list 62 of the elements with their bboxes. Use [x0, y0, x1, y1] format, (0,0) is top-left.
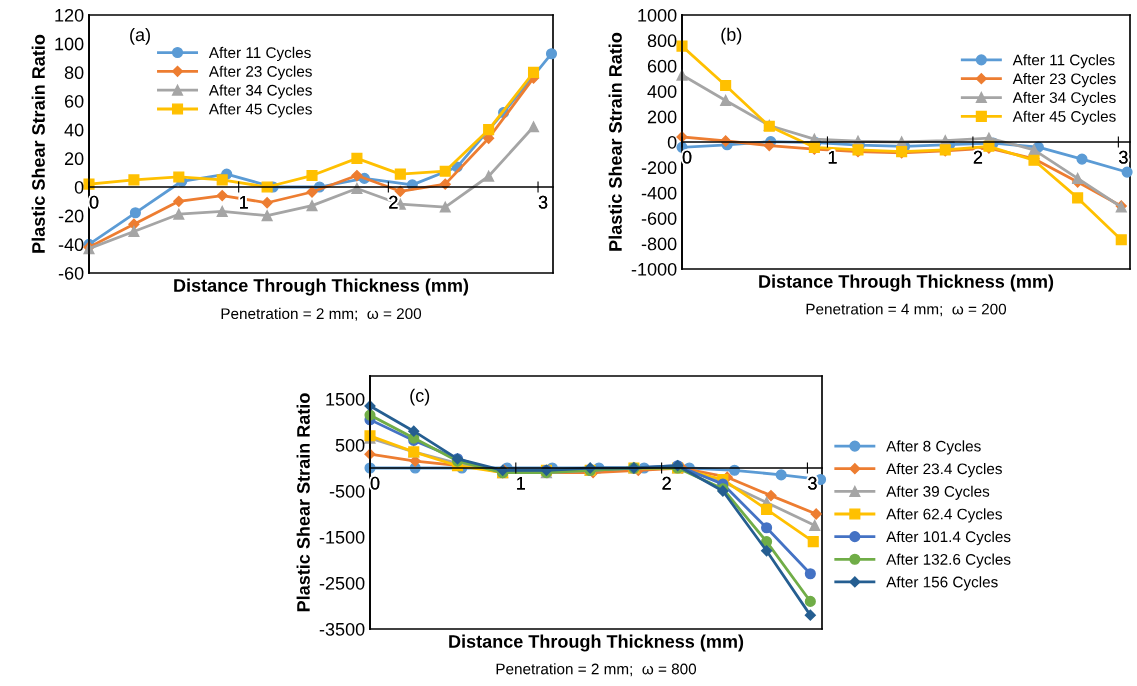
text: (b): [721, 27, 742, 45]
y-tick-label: 0: [667, 135, 677, 149]
y-tick-label: 800: [647, 34, 677, 48]
legend-label: After 8 Cycles: [886, 440, 981, 455]
legend-label: After 34 Cycles: [208, 84, 312, 99]
y-tick-label: 1500: [326, 392, 365, 406]
y-tick-label: 100: [55, 37, 84, 51]
legend-label: After 45 Cycles: [208, 103, 312, 118]
text: Penetration = 2 mm; ω = 200: [221, 307, 422, 321]
legend-label: After 132.6 Cycles: [886, 553, 1011, 568]
text: Penetration = 4 mm; ω = 200: [806, 303, 1007, 317]
y-tick-label: 80: [64, 66, 84, 80]
y-tick-label: 40: [64, 123, 84, 137]
x-tick-label: 3: [538, 195, 548, 209]
y-tick-label: -20: [58, 209, 84, 223]
legend-label: After 23 Cycles: [1012, 72, 1116, 88]
x-tick-label: 1: [517, 477, 525, 490]
y-tick-label: 120: [55, 8, 84, 22]
x-tick-label: 2: [662, 476, 671, 490]
x-axis-title: Distance Through Thickness (mm): [759, 274, 1054, 292]
y-tick-label: -1500: [319, 530, 365, 544]
legend-label: After 101.4 Cycles: [886, 530, 1011, 546]
y-tick-label: -2500: [319, 576, 365, 590]
y-tick-label: 1000: [638, 8, 677, 22]
y-tick-label: -800: [641, 237, 677, 251]
y-tick-label: 500: [335, 438, 365, 452]
y-tick-label: 400: [647, 85, 677, 98]
text: (c): [410, 388, 430, 406]
x-tick-label: 3: [1119, 150, 1128, 164]
y-tick-label: -200: [641, 161, 677, 175]
legend-label: After 11 Cycles: [208, 46, 311, 62]
x-axis-title: Distance Through Thickness (mm): [174, 278, 469, 296]
legend-label: After 62.4 Cycles: [886, 508, 1002, 523]
legend-label: After 34 Cycles: [1012, 91, 1116, 107]
y-tick-label: -400: [641, 186, 677, 200]
x-tick-label: 1: [828, 151, 837, 164]
y-axis-title: Plastic Shear Strain Ratio: [296, 393, 310, 612]
x-tick-label: 2: [973, 150, 983, 164]
y-tick-label: -1000: [631, 262, 677, 276]
legend-label: After 11 Cycles: [1012, 54, 1115, 69]
legend-label: After 23 Cycles: [208, 65, 312, 80]
legend-label: After 156 Cycles: [886, 576, 998, 591]
x-tick-label: 3: [808, 476, 817, 490]
y-tick-label: -500: [329, 484, 365, 498]
legend-label: After 23.4 Cycles: [886, 462, 1002, 478]
legend-label: After 45 Cycles: [1012, 110, 1116, 125]
y-tick-label: 0: [74, 180, 84, 194]
y-tick-label: 60: [64, 94, 84, 108]
text: Penetration = 2 mm; ω = 800: [496, 663, 697, 677]
y-axis-title: Plastic Shear Strain Ratio: [31, 34, 45, 253]
x-tick-label: 2: [389, 195, 398, 209]
y-tick-label: 20: [64, 152, 84, 166]
y-axis-title: Plastic Shear Strain Ratio: [608, 32, 622, 251]
y-tick-label: 200: [647, 110, 677, 124]
x-axis-title: Distance Through Thickness (mm): [449, 634, 744, 652]
y-tick-label: 600: [647, 59, 677, 73]
legend-label: After 39 Cycles: [886, 485, 990, 500]
y-tick-label: -60: [58, 266, 84, 280]
y-tick-label: -600: [641, 212, 677, 225]
text: (a): [130, 27, 150, 45]
y-tick-label: -40: [58, 238, 84, 252]
y-tick-label: -3500: [319, 622, 365, 636]
